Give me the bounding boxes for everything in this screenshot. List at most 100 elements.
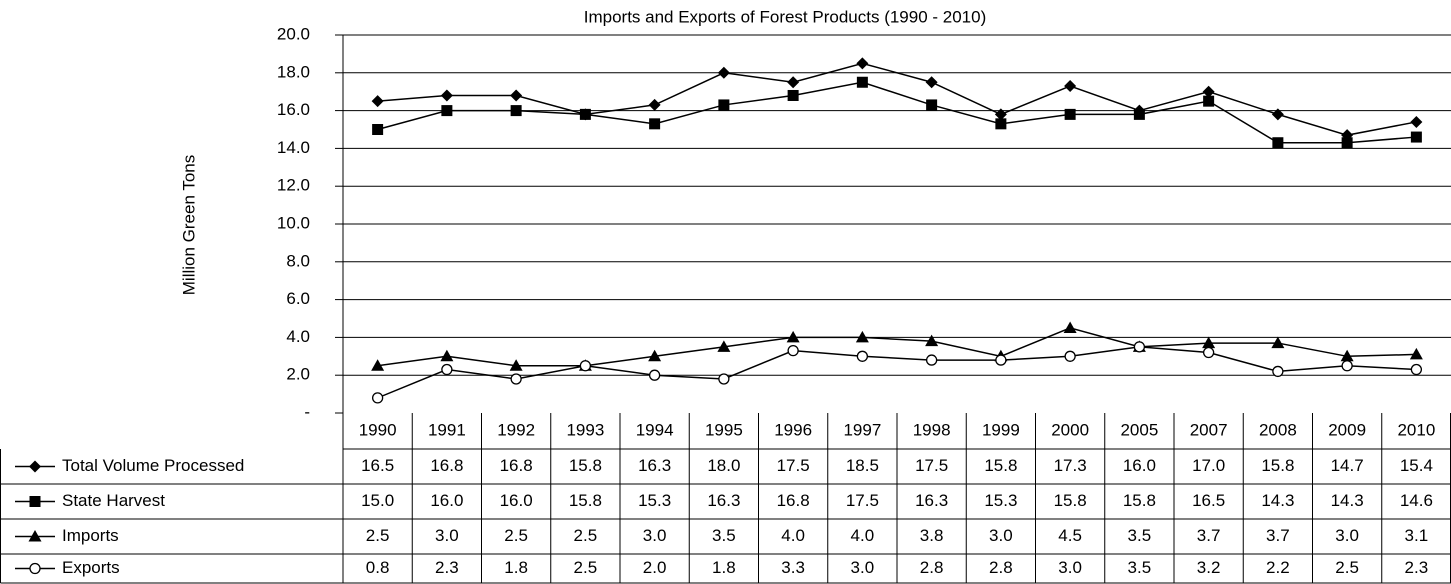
x-tick-label: 1992 [497,420,535,439]
table-value: 16.8 [500,456,533,475]
marker [1410,363,1423,376]
y-tick-label: 4.0 [286,327,310,346]
table-value: 3.5 [1128,558,1152,577]
table-value: 16.3 [707,491,740,510]
marker [371,392,384,404]
marker [1063,321,1077,333]
table-value: 14.3 [1331,491,1364,510]
table-value: 3.0 [989,526,1013,545]
marker [1202,336,1216,349]
marker [509,359,523,371]
table-value: 15.8 [569,456,602,475]
table-value: 16.5 [361,456,394,475]
marker [440,349,454,362]
marker [1064,350,1076,362]
marker [649,118,661,130]
x-tick-label: 1995 [705,420,743,439]
table-value: 17.3 [1054,456,1087,475]
marker [579,108,591,120]
x-tick-label: 1994 [636,420,674,439]
marker [994,108,1007,121]
table-value: 15.8 [1261,456,1294,475]
table-value: 3.0 [1058,558,1082,577]
marker [371,359,385,371]
series-line [377,327,1417,367]
table-value: 3.5 [1128,526,1152,545]
marker [995,118,1007,130]
table-value: 16.5 [1192,491,1225,510]
marker [1410,115,1423,128]
table-value: 16.8 [430,456,463,475]
marker [925,76,938,89]
table-value: 2.5 [1335,558,1359,577]
marker [1409,347,1423,360]
marker [1133,341,1146,353]
marker [1272,365,1284,378]
marker [441,105,453,117]
legend-label: Imports [62,526,119,545]
table-value: 1.8 [712,558,736,577]
table-value: 15.4 [1400,456,1433,475]
table-value: 15.8 [569,491,602,510]
y-tick-label: 16.0 [277,100,310,119]
table-value: 3.7 [1266,526,1290,545]
table-value: 15.3 [984,491,1017,510]
marker [1133,108,1145,120]
table-value: 4.0 [851,526,875,545]
x-tick-label: 2008 [1259,420,1297,439]
marker [510,89,523,102]
marker [995,354,1007,366]
table-value: 3.0 [435,526,459,545]
chart-title: Imports and Exports of Forest Products (… [584,7,987,26]
x-tick-label: 1997 [843,420,881,439]
marker [1272,137,1284,149]
table-value: 3.5 [712,526,736,545]
marker [787,76,800,89]
table-value: 18.5 [846,456,879,475]
legend-label: Total Volume Processed [62,456,244,475]
table-value: 1.8 [504,558,528,577]
marker [787,344,799,357]
table-value: 3.8 [920,526,944,545]
x-tick-label: 2005 [1120,420,1158,439]
table-value: 2.2 [1266,558,1290,577]
marker [1202,346,1215,359]
marker [371,95,384,108]
y-tick-label: 18.0 [277,62,310,81]
x-tick-label: 1993 [566,420,604,439]
table-value: 2.8 [989,558,1013,577]
table-value: 3.0 [1335,526,1359,545]
marker [1410,131,1422,143]
y-tick-label: - [304,402,310,421]
table-value: 15.8 [984,456,1017,475]
table-value: 15.0 [361,491,394,510]
table-value: 14.6 [1400,491,1433,510]
table-value: 3.2 [1197,558,1221,577]
x-tick-label: 1991 [428,420,466,439]
table-value: 2.5 [574,526,598,545]
table-value: 14.7 [1331,456,1364,475]
legend-label: Exports [62,558,120,577]
marker [648,349,662,362]
table-value: 3.0 [851,558,875,577]
marker [579,360,592,372]
marker [856,76,868,88]
marker [926,99,938,111]
table-value: 3.1 [1405,526,1429,545]
x-tick-label: 2010 [1397,420,1435,439]
marker [1064,108,1076,120]
legend-marker [29,496,41,507]
marker [856,57,869,70]
y-tick-label: 10.0 [277,213,310,232]
table-value: 16.3 [638,456,671,475]
marker [1271,108,1284,121]
table-value: 4.0 [781,526,805,545]
marker [510,373,522,385]
table-value: 17.5 [915,456,948,475]
table-value: 2.0 [643,558,667,577]
marker [717,340,731,352]
table-value: 16.0 [1123,456,1156,475]
table-value: 15.8 [1123,491,1156,510]
marker [648,98,661,111]
